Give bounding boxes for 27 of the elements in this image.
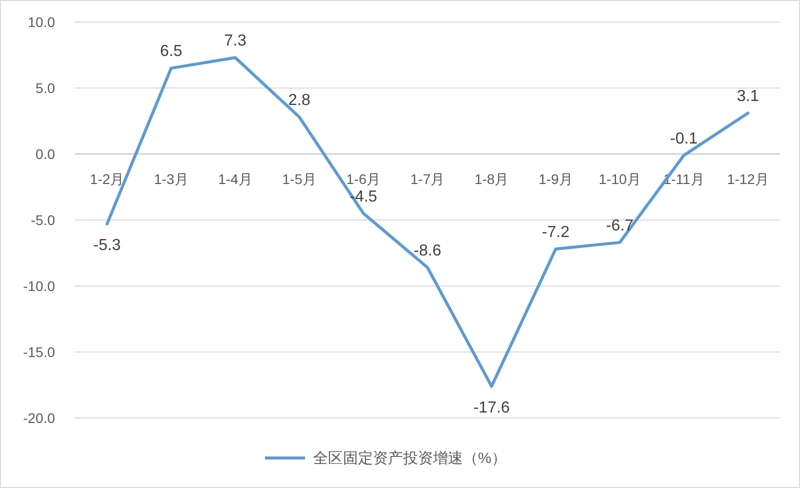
y-tick-label: 0.0 — [36, 146, 56, 162]
data-label: 3.1 — [736, 88, 760, 106]
y-tick-label: -10.0 — [23, 278, 56, 294]
data-label: -7.2 — [542, 224, 570, 242]
x-tick-label: 1-4月 — [218, 171, 252, 187]
data-label: -17.6 — [473, 399, 510, 416]
y-tick-label: 5.0 — [36, 80, 56, 96]
y-tick-label: 10.0 — [28, 14, 56, 30]
y-tick-label: -15.0 — [23, 344, 56, 360]
data-label: -0.1 — [670, 130, 698, 148]
x-tick-label: 1-7月 — [410, 171, 445, 187]
data-label: 6.5 — [160, 43, 182, 60]
data-label: 2.8 — [288, 92, 311, 110]
x-tick-label: 1-3月 — [154, 171, 188, 187]
x-tick-label: 1-12月 — [726, 171, 769, 187]
x-tick-label: 1-9月 — [538, 171, 573, 187]
x-tick-label: 1-6月 — [346, 171, 381, 187]
data-label: -8.6 — [414, 242, 442, 260]
data-label: -5.3 — [93, 236, 121, 254]
data-label: 7.3 — [224, 32, 246, 50]
legend-label: 全区固定资产投资增速（%） — [313, 450, 506, 467]
x-tick-label: 1-8月 — [474, 171, 509, 187]
y-tick-label: -5.0 — [30, 212, 56, 228]
y-tick-label: -20.0 — [23, 410, 56, 426]
x-tick-label: 1-5月 — [282, 171, 316, 187]
x-tick-label: 1-2月 — [90, 171, 124, 187]
x-tick-label: 1-10月 — [598, 171, 641, 187]
